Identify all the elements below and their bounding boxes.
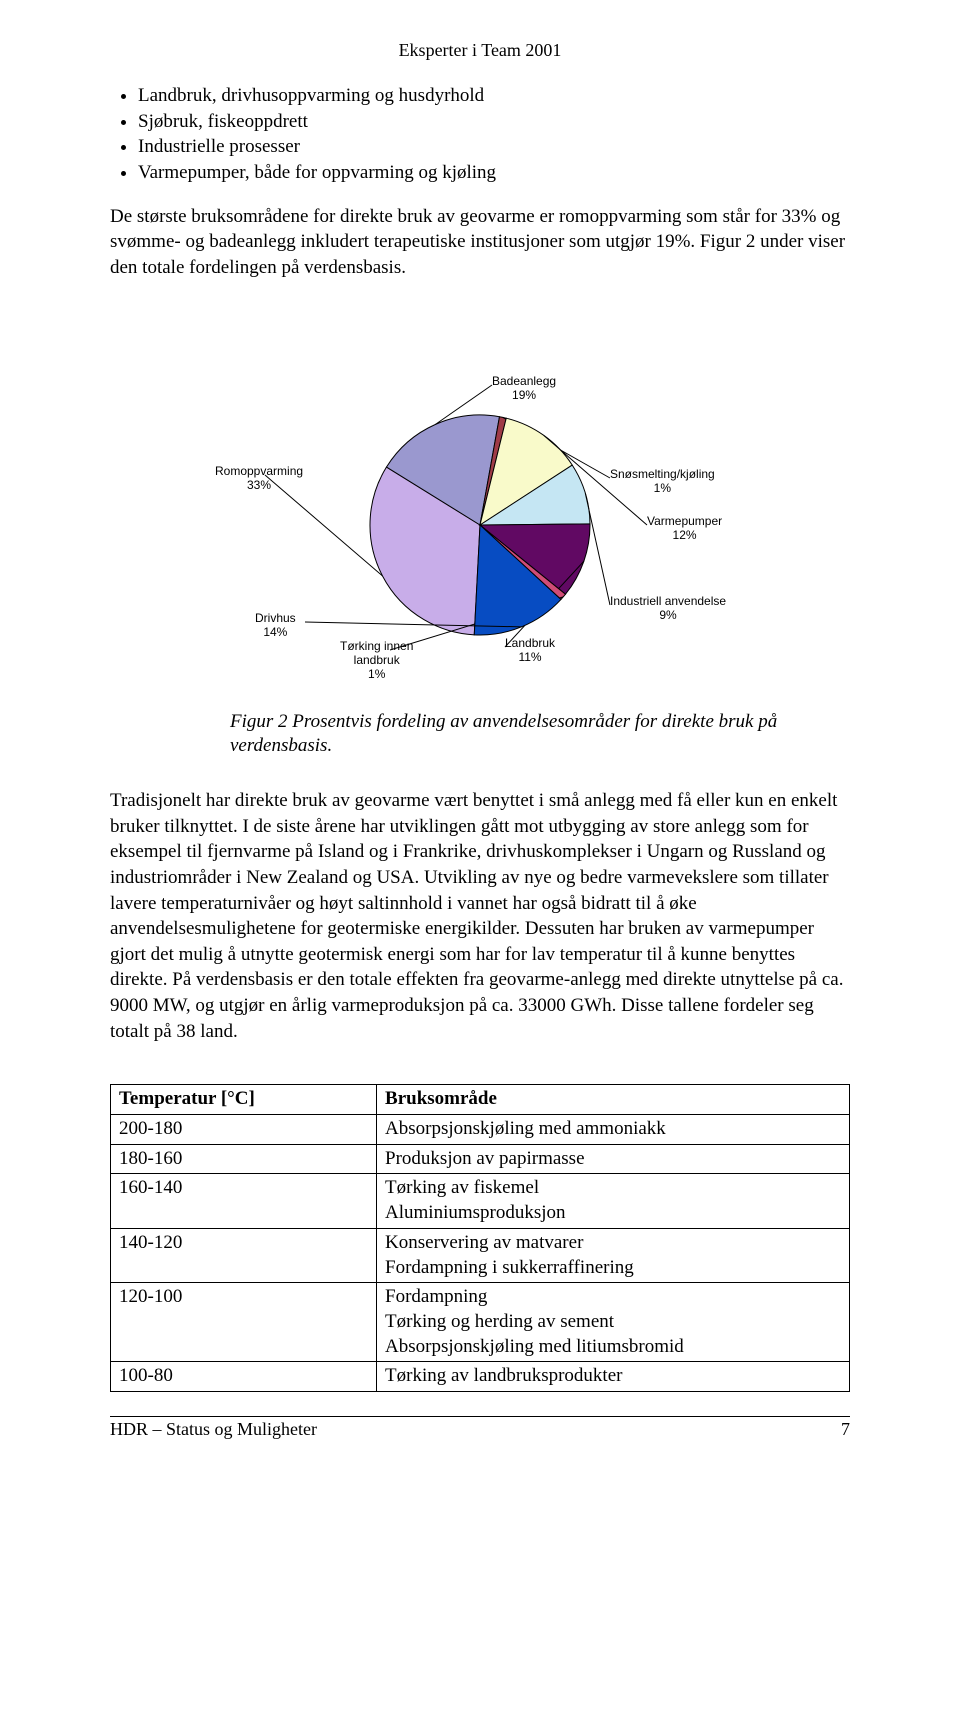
table-cell: Konservering av matvarerFordampning i su… <box>377 1228 850 1282</box>
footer-page-number: 7 <box>841 1419 850 1440</box>
pie-label: Tørking innenlandbruk1% <box>340 640 413 681</box>
pie-leader <box>585 494 610 606</box>
table-cell: 120-100 <box>111 1283 377 1362</box>
table-cell: 180-160 <box>111 1144 377 1174</box>
pie-label: Badeanlegg19% <box>492 375 556 403</box>
bullet-item: Varmepumper, både for oppvarming og kjøl… <box>138 160 850 186</box>
figure-caption: Figur 2 Prosentvis fordeling av anvendel… <box>230 710 850 758</box>
bullet-item: Sjøbruk, fiskeoppdrett <box>138 109 850 135</box>
bullet-item: Industrielle prosesser <box>138 134 850 160</box>
bullet-item: Landbruk, drivhusoppvarming og husdyrhol… <box>138 83 850 109</box>
pie-label: Landbruk11% <box>505 637 555 665</box>
table-cell: 100-80 <box>111 1362 377 1392</box>
table-row: 160-140Tørking av fiskemelAluminiumsprod… <box>111 1174 850 1228</box>
body-paragraph: Tradisjonelt har direkte bruk av geovarm… <box>110 788 850 1044</box>
table-cell: FordampningTørking og herding av sementA… <box>377 1283 850 1362</box>
pie-chart: Romoppvarming33% Badeanlegg19% Snøsmelting… <box>110 330 850 700</box>
pie-label: Industriell anvendelse9% <box>610 595 726 623</box>
table-cell: Produksjon av papirmasse <box>377 1144 850 1174</box>
table-row: 100-80Tørking av landbruksprodukter <box>111 1362 850 1392</box>
pie-label: Varmepumper12% <box>647 515 722 543</box>
intro-paragraph: De største bruksområdene for direkte bru… <box>110 204 850 281</box>
table-row: 200-180Absorpsjonskjøling med ammoniakk <box>111 1115 850 1145</box>
pie-label: Drivhus14% <box>255 612 296 640</box>
table-row: 180-160Produksjon av papirmasse <box>111 1144 850 1174</box>
table-row: 120-100FordampningTørking og herding av … <box>111 1283 850 1362</box>
table-cell: 140-120 <box>111 1228 377 1282</box>
table-row: 140-120Konservering av matvarerFordampni… <box>111 1228 850 1282</box>
page-footer: HDR – Status og Muligheter 7 <box>110 1416 850 1440</box>
pie-label: Snøsmelting/kjøling1% <box>610 468 715 496</box>
table-cell: Absorpsjonskjøling med ammoniakk <box>377 1115 850 1145</box>
table-cell: 160-140 <box>111 1174 377 1228</box>
data-table: Temperatur [°C] Bruksområde 200-180Absor… <box>110 1084 850 1392</box>
table-header-temp: Temperatur [°C] <box>111 1085 377 1115</box>
pie-label: Romoppvarming33% <box>215 465 303 493</box>
table-cell: Tørking av fiskemelAluminiumsproduksjon <box>377 1174 850 1228</box>
table-cell: Tørking av landbruksprodukter <box>377 1362 850 1392</box>
table-cell: 200-180 <box>111 1115 377 1145</box>
footer-left: HDR – Status og Muligheter <box>110 1419 317 1440</box>
table-header-use: Bruksområde <box>377 1085 850 1115</box>
page-header: Eksperter i Team 2001 <box>110 40 850 61</box>
bullet-list: Landbruk, drivhusoppvarming og husdyrhol… <box>110 83 850 186</box>
